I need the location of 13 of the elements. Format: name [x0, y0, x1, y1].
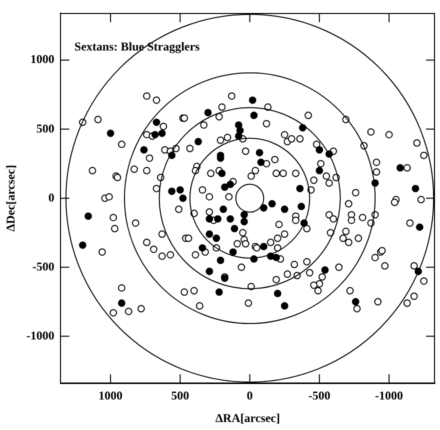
y-axis-title: ΔDec[arcsec] — [3, 164, 18, 232]
y-tick-label: 500 — [36, 121, 54, 136]
x-tick-label: -500 — [308, 388, 330, 402]
text: Sextans: Blue Stragglers — [74, 39, 200, 54]
x-axis-title: ΔRA[arcsec] — [215, 410, 280, 425]
x-tick-label: 500 — [171, 388, 190, 402]
y-tick-label: -500 — [32, 259, 54, 274]
y-tick-label: -1000 — [26, 328, 54, 342]
x-tick-label: 0 — [246, 388, 253, 402]
y-tick-label: 0 — [48, 190, 54, 204]
y-tick-label: 1000 — [30, 52, 54, 66]
x-tick-label: -1000 — [375, 388, 404, 402]
x-tick-label: 1000 — [98, 388, 123, 402]
